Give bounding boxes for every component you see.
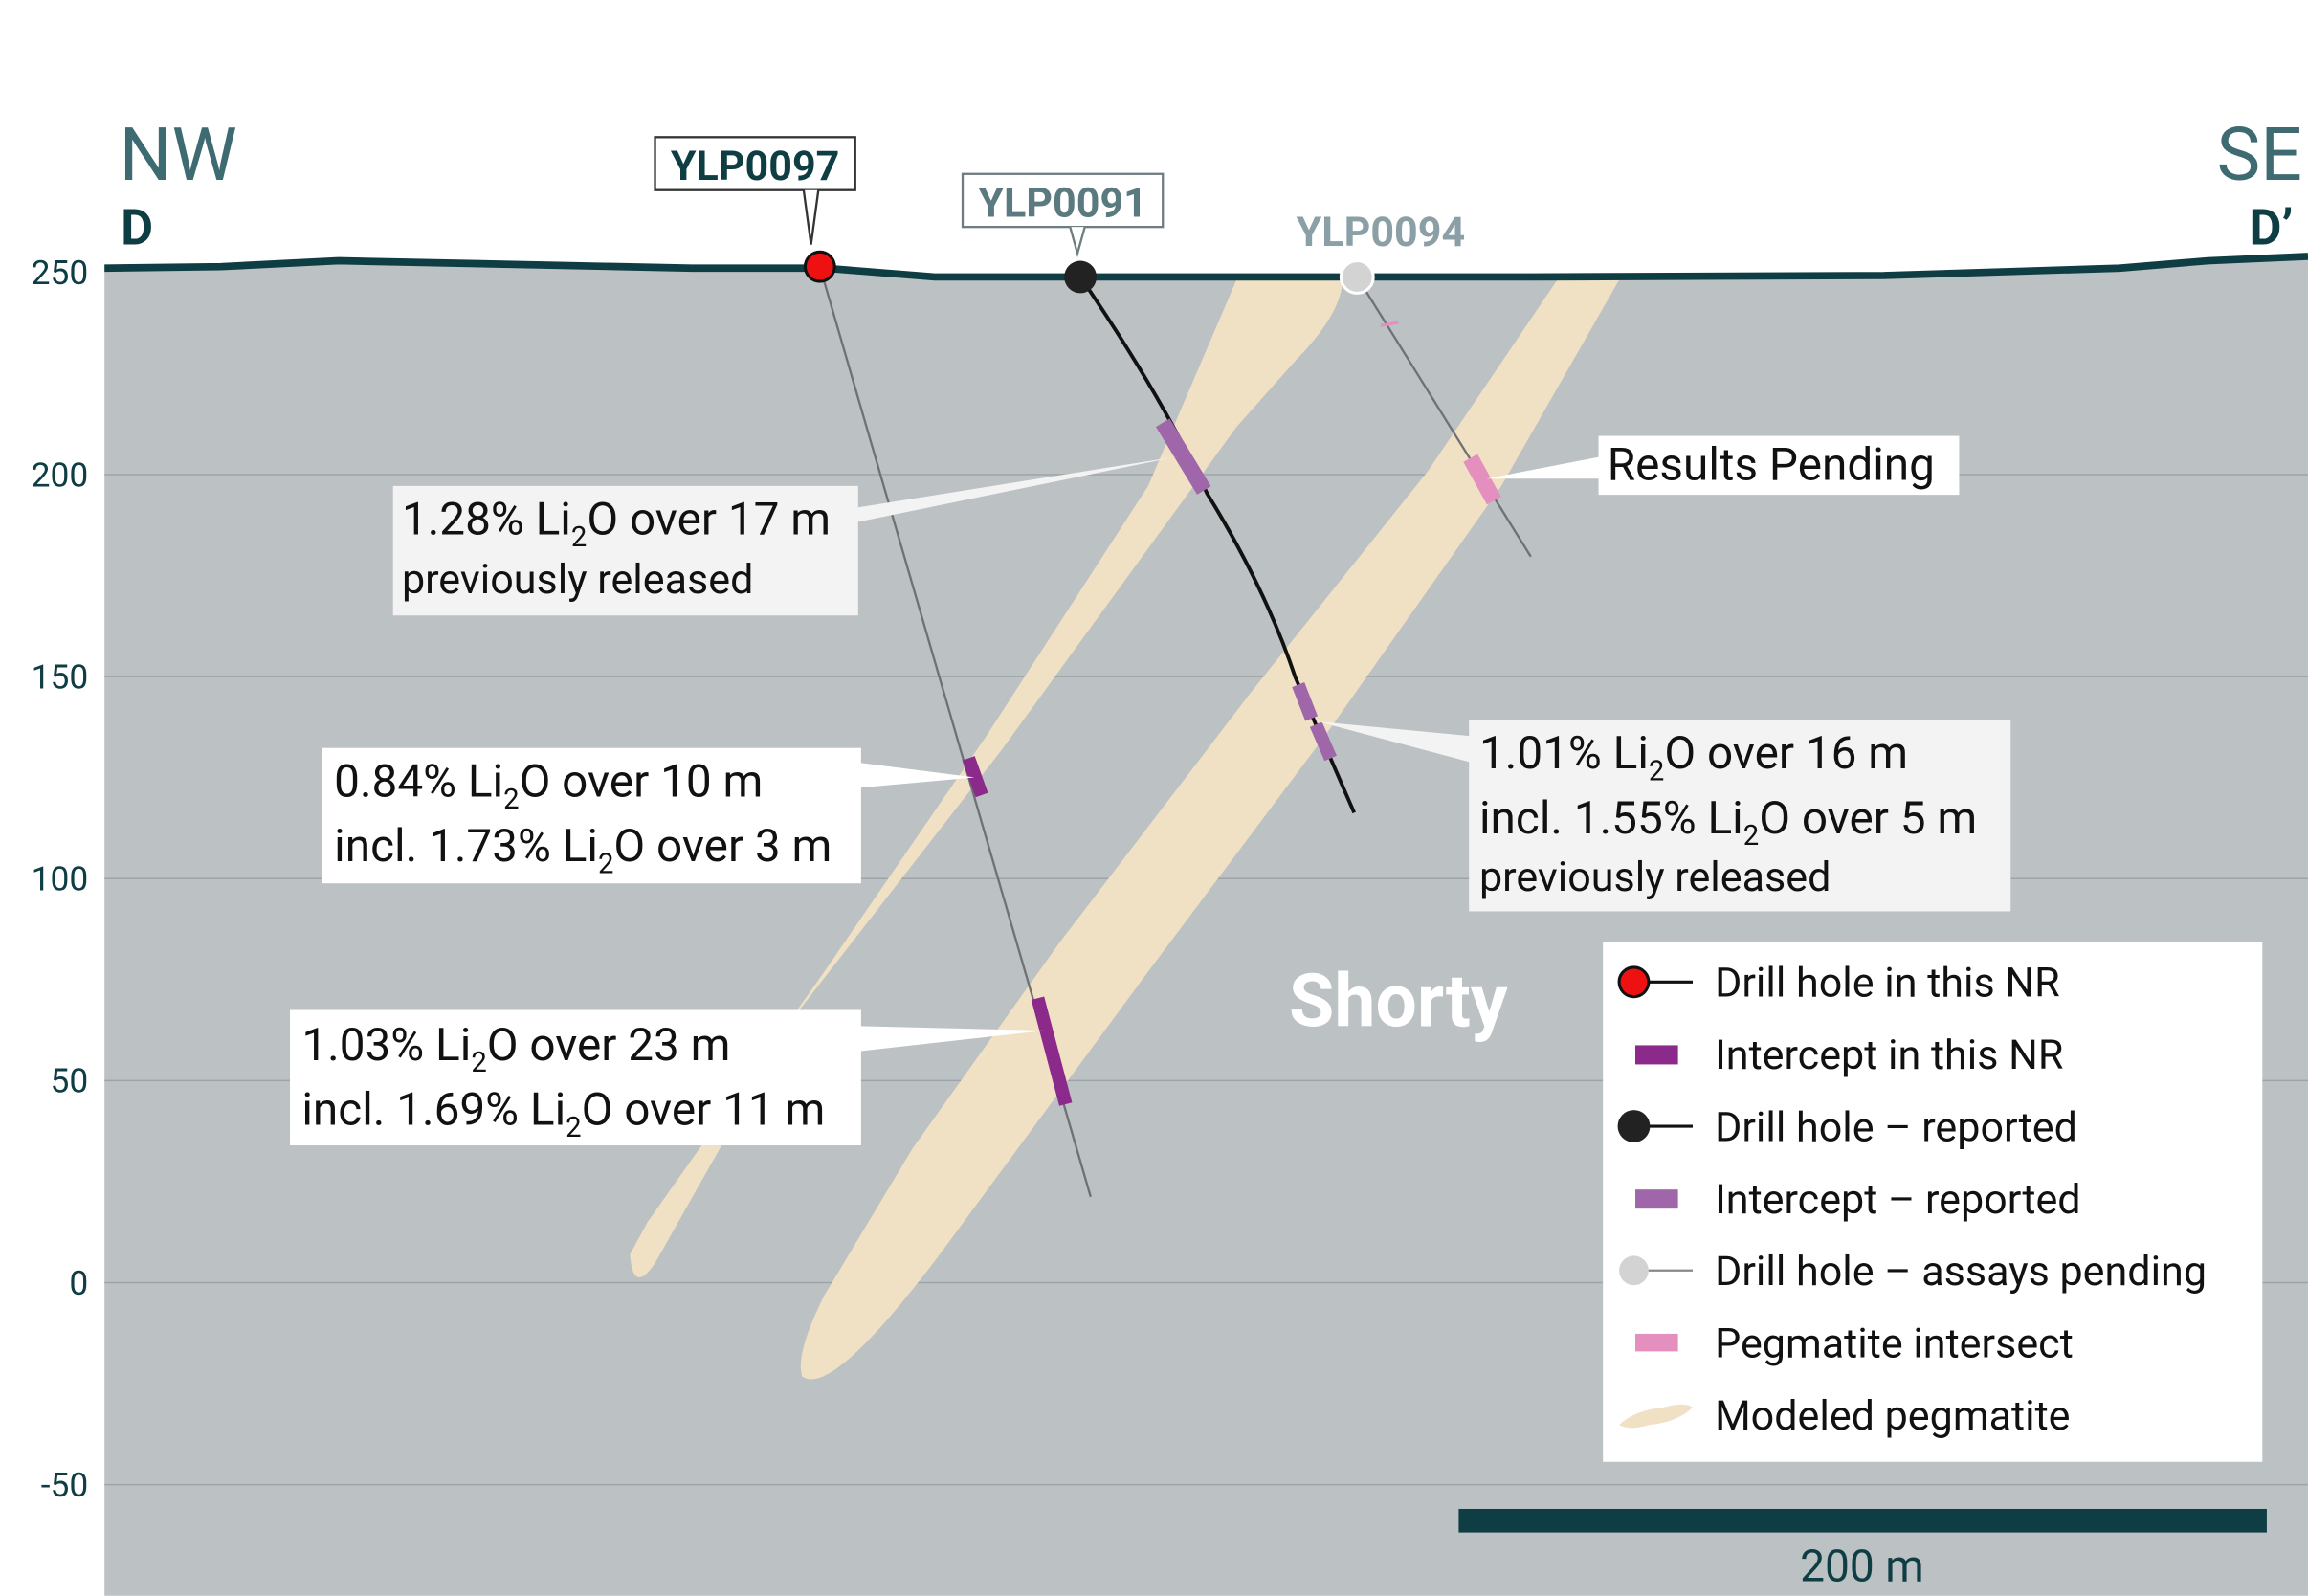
hole-label: YLP0091 [978,178,1147,227]
intercept-new [1031,996,1073,1106]
y-tick-label: 200 [32,454,89,495]
hole-label: YLP0097 [671,142,840,190]
text-run: previously released [1479,853,1831,901]
callout-box [322,747,861,884]
callout-pointer [1486,456,1602,479]
text-run: previously released [402,555,753,604]
results-pending: Results Pending [1608,438,1935,492]
callout-pointer [854,456,1178,523]
y-tick-label: 100 [32,859,89,899]
y-tick-label: 150 [32,656,89,697]
text-run: incl. 1.55% Li [1479,791,1743,845]
subscript: 2 [503,784,519,816]
section-right: D’ [2249,198,2293,257]
callout-line: incl. 1.69% Li2O over 11 m [301,1082,825,1143]
legend-icon [1635,1189,1678,1209]
legend-icon [1635,1045,1678,1065]
label-pointer [802,189,820,245]
legend-label: Drill hole – reported [1715,1102,2077,1151]
subscript: 2 [1743,820,1759,853]
legend-label: Intercept in this NR [1715,1031,2063,1079]
intercept-reported [1156,418,1211,495]
subscript: 2 [598,848,613,880]
legend-icon [1635,1333,1678,1352]
callout-line: 1.03% Li2O over 23 m [301,1018,730,1079]
callout-line: incl. 1.55% Li2O over 5 m [1479,791,1977,853]
callout-box [1598,435,1960,496]
legend: Drill hole in this NR Intercept in this N… [1715,959,2207,1440]
label-box [961,172,1165,229]
legend-label: Drill hole – assays pending [1715,1247,2207,1296]
callout-line: previously released [1479,853,1831,901]
trace-ylp0091 [1078,276,1356,814]
label-box [654,136,856,191]
direction-right: SE [2217,112,2302,198]
legend-box [1603,942,2263,1462]
legend-icon [1619,1404,1694,1429]
zone-label: Shorty [1289,958,1508,1044]
intercept-reported [1292,682,1319,721]
collar-ylp0097 [803,250,836,283]
legend-icon [1619,1255,1649,1286]
surface [104,253,2308,281]
callout-line: previously released [402,555,753,604]
text-run: O over 3 m [613,819,832,873]
callout-line: 1.01% Li2O over 16 m [1479,726,1908,787]
text-run: 1.03% Li [301,1018,471,1072]
callout-pointer [859,1026,1046,1052]
legend-label: Intercept – reported [1715,1175,2081,1224]
subscript: 2 [471,1047,486,1079]
legend-label: Modeled pegmatite [1715,1391,2070,1440]
legend-icon [1617,1110,1651,1142]
intercept-reported [1309,721,1337,762]
subscript: 2 [566,1112,581,1144]
callout-box [290,1009,861,1146]
legend-label: Drill hole in this NR [1715,959,2060,1008]
callout-pointer [1317,721,1473,764]
subscript: 2 [571,521,587,554]
y-tick-label: -50 [41,1465,89,1505]
text-run: 1.28% Li [402,493,571,546]
text-run: O over 16 m [1664,726,1908,780]
callout-pointer [859,763,975,788]
y-tick-label: 250 [32,253,89,293]
section-left: D [121,198,153,257]
pegmatite-intersect [1463,454,1501,505]
text-run: O over 5 m [1759,791,1977,845]
text-run: O over 23 m [487,1018,731,1072]
pegmatite-lower [800,279,1620,1380]
legend-label: Pegmatite intersect [1715,1319,2074,1368]
y-tick-label: 0 [69,1263,88,1303]
intercept-new [962,756,988,798]
callout-box [392,485,858,616]
pegmatite-tick [1380,321,1399,327]
scale-bar-label: 200 m [1800,1541,1924,1592]
callout-box [1469,720,2011,912]
hole-label: YLP0094 [1297,208,1466,256]
text-run: O over 17 m [587,493,831,546]
callout-line: 0.84% Li2O over 10 m [334,754,763,815]
callout-line: incl. 1.73% Li2O over 3 m [334,819,832,880]
pegmatite-upper [630,279,1343,1277]
subscript: 2 [1649,756,1664,788]
text-run: incl. 1.73% Li [334,819,598,873]
callout-line: 1.28% Li2O over 17 m [402,493,831,554]
y-tick-label: 50 [51,1061,89,1101]
text-run: 0.84% Li [334,754,503,808]
direction-left: NW [120,112,237,198]
collar-ylp0091 [1064,260,1098,294]
label-pointer [1069,226,1086,258]
text-run: O over 10 m [520,754,764,808]
scale-bar [1458,1508,2267,1533]
legend-icon [1617,965,1651,999]
collar-ylp0094 [1339,258,1375,295]
text-run: 1.01% Li [1479,726,1649,780]
text-run: incl. 1.69% Li [301,1082,566,1136]
text-run: O over 11 m [582,1082,826,1136]
